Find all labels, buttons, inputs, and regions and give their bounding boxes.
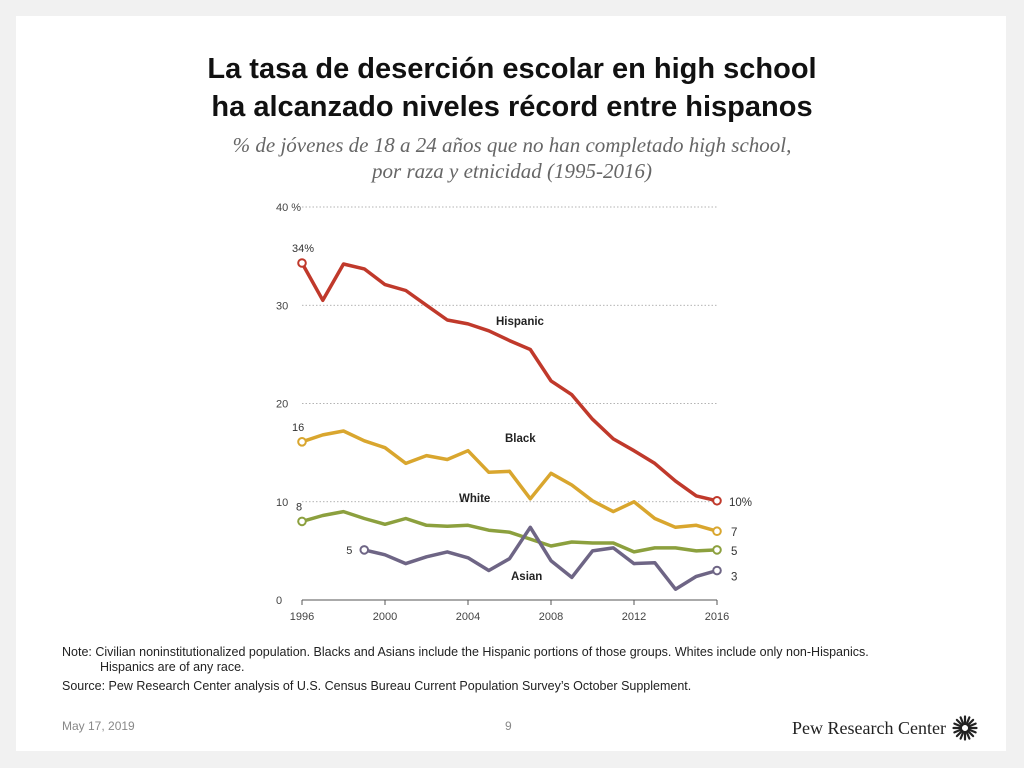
series-start-label-hispanic: 34% [292,243,314,255]
source-text: Source: Pew Research Center analysis of … [62,679,692,693]
page-title: La tasa de deserción escolar en high sch… [0,50,1024,126]
footer-logo: Pew Research Center [792,715,978,741]
chart-subtitle: % de jóvenes de 18 a 24 años que no han … [0,132,1024,184]
series-end-label-asian: 3 [731,572,737,584]
y-tick-label: 0 [276,595,282,607]
series-end-point-white [712,545,722,555]
label-layer: 34% 10% Hispanic 16 7 Black 8 5 White 5 3 Asian [292,243,752,584]
series-name-label-black: Black [505,433,536,445]
title-line-2: ha alcanzado niveles récord entre hispan… [211,91,813,123]
subtitle-line-1: % de jóvenes de 18 a 24 años que no han … [232,133,792,157]
series-start-point-asian [359,545,370,555]
footer-page-number: 9 [505,719,512,733]
slide-background [16,16,1006,751]
pew-sunburst-icon [952,715,978,741]
line-chart: 0 10 20 30 40 % 1996 2000 2004 2008 2012 2016 34% 1… [276,202,752,623]
series-end-label-hispanic: 10% [729,497,752,509]
series-end-point-black [712,526,722,537]
sunburst-ray [959,716,965,726]
axis-layer: 0 10 20 30 40 % 1996 2000 2004 2008 2012 2016 [276,202,729,623]
y-tick-label: 10 [276,497,288,509]
sunburst-ray [965,730,971,740]
footer-date: May 17, 2019 [62,719,135,733]
y-tick-label: 30 [276,300,288,312]
y-tick-label: 20 [276,399,288,411]
note-text: Note: Civilian noninstitutionalized popu… [62,645,869,659]
sunburst-ray [953,728,963,734]
sunburst-ray [959,730,965,740]
subtitle-line-2: por raza y etnicidad (1995-2016) [372,159,652,183]
title-line-1: La tasa de deserción escolar en high sch… [207,53,817,85]
series-start-label-white: 8 [296,501,302,513]
series-line-black [300,429,719,533]
series-start-label-asian: 5 [346,545,352,557]
series-name-label-asian: Asian [511,571,542,583]
sunburst-ray [953,722,963,728]
sunburst-ray [966,718,975,727]
series-end-label-white: 5 [731,546,737,558]
series-layer [297,258,722,591]
x-tick-label: 2016 [705,611,729,623]
series-name-label-hispanic: Hispanic [496,316,545,328]
x-tick-label: 2012 [622,611,646,623]
series-end-point-hispanic [712,495,722,506]
series-start-point-black [297,437,307,447]
series-end-point-asian [712,565,722,576]
series-name-label-white: White [459,493,490,505]
chart-notes: Note: Civilian noninstitutionalized popu… [62,645,982,694]
grid-layer [302,206,717,503]
series-end-label-black: 7 [731,527,737,539]
y-tick-label: 40 % [276,202,301,214]
logo-text: Pew Research Center [792,717,946,738]
x-tick-label: 2000 [373,611,397,623]
sunburst-ray [955,718,964,727]
sunburst-ray [967,722,977,728]
x-tick-label: 1996 [290,611,314,623]
sunburst-ray [966,729,975,738]
series-start-point-white [297,516,307,527]
sunburst-ray [965,716,971,726]
sunburst-ray [967,728,977,734]
series-line-asian [362,525,719,591]
series-line-hispanic [300,261,719,503]
sunburst-ray [955,729,964,738]
x-tick-label: 2004 [456,611,480,623]
x-tick-label: 2008 [539,611,563,623]
series-start-point-hispanic [297,258,307,268]
series-line-white [300,509,719,554]
series-start-label-black: 16 [292,422,304,434]
note-text-continued: Hispanics are of any race. [100,660,245,674]
